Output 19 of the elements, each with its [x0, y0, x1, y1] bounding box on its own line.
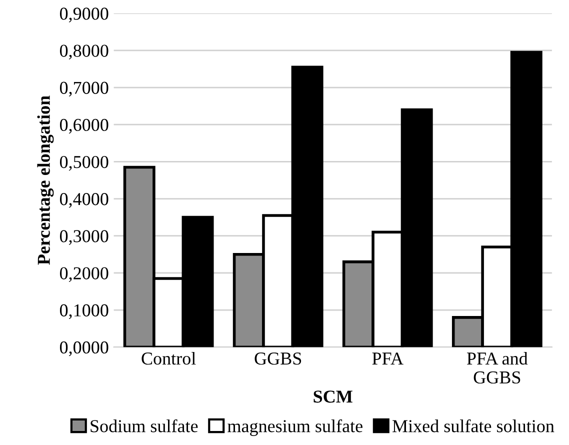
y-tick-label: 0,0000 — [60, 341, 108, 356]
x-tick-label: Control — [142, 352, 196, 365]
x-tick-label: GGBS — [254, 352, 302, 365]
legend-label: magnesium sulfate — [228, 419, 362, 436]
y-tick-label: 0,4000 — [60, 193, 108, 208]
y-tick-label: 0,6000 — [60, 118, 108, 134]
y-tick-label: 0,7000 — [60, 82, 108, 97]
x-tick-label: PFA — [372, 352, 404, 364]
x-axis-title: SCM — [314, 390, 352, 403]
legend-label: Mixed sulfate solution — [392, 419, 554, 432]
y-tick-label: 0,1000 — [60, 304, 108, 320]
y-axis-title: Percentage elongation — [37, 96, 54, 265]
legend-label: Sodium sulfate — [90, 419, 198, 432]
y-tick-label: 0,8000 — [60, 44, 108, 60]
y-tick-label: 0,3000 — [60, 230, 108, 245]
y-tick-label: 0,9000 — [60, 8, 108, 22]
x-tick-label: PFA and GGBS — [466, 352, 528, 384]
y-tick-label: 0,2000 — [60, 267, 108, 282]
y-tick-label: 0,5000 — [60, 156, 108, 171]
